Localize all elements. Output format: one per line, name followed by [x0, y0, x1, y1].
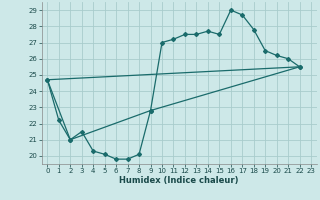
X-axis label: Humidex (Indice chaleur): Humidex (Indice chaleur)	[119, 176, 239, 185]
